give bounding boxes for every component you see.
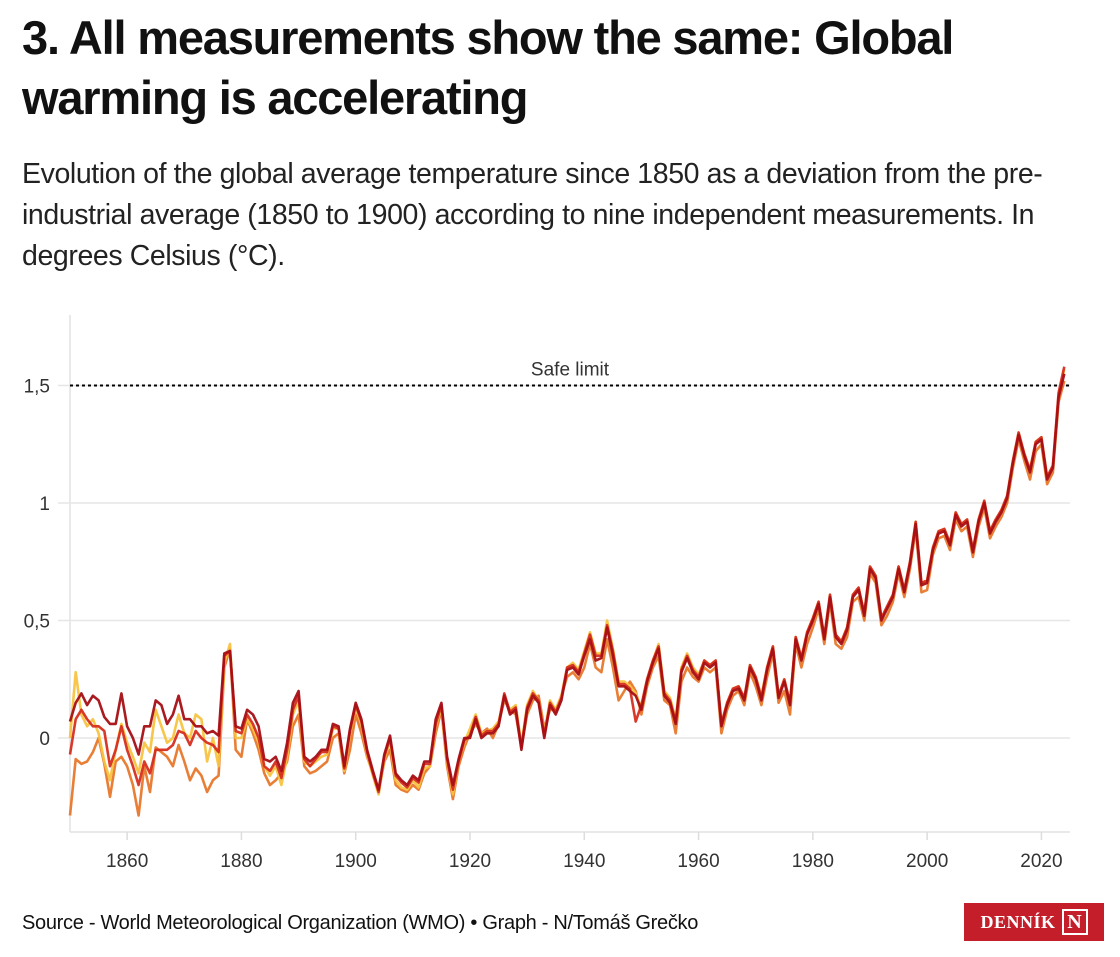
x-tick-label: 1860: [106, 851, 148, 872]
safe-limit-line: Safe limit: [70, 360, 1070, 387]
x-axis: 1860 1880 1900 1920 1940 1960 1980 2000 2020: [106, 832, 1063, 872]
source-note: Source - World Meteorological Organizati…: [22, 912, 699, 934]
x-tick-label: 1880: [220, 851, 262, 872]
x-tick-label: 1960: [677, 851, 719, 872]
series-lines: [68, 366, 1066, 817]
x-tick-label: 2020: [1020, 851, 1062, 872]
x-tick-label: 1920: [449, 851, 491, 872]
y-tick-label: 0,5: [24, 612, 50, 633]
y-tick-label: 1,5: [24, 377, 50, 398]
logo-text: DENNÍK: [980, 911, 1056, 932]
series-line-4: [68, 373, 1066, 792]
x-tick-label: 1900: [335, 851, 377, 872]
dennik-n-logo[interactable]: DENNÍK N: [964, 903, 1104, 941]
y-axis: 0 0,5 1 1,5: [24, 377, 50, 751]
safe-limit-label: Safe limit: [531, 360, 610, 381]
x-tick-label: 2000: [906, 851, 948, 872]
x-tick-label: 1980: [792, 851, 834, 872]
x-tick-label: 1940: [563, 851, 605, 872]
logo-mark: N: [1061, 909, 1088, 935]
chart-title: 3. All measurements show the same: Globa…: [22, 11, 954, 124]
chart-subtitle: Evolution of the global average temperat…: [22, 158, 1043, 272]
series-line-3: [68, 366, 1066, 794]
y-tick-label: 1: [39, 494, 50, 515]
y-tick-label: 0: [39, 729, 50, 750]
temperature-chart: 0 0,5 1 1,5 1860 1880 1900 1920 1940 1960 1980 200…: [24, 315, 1070, 872]
